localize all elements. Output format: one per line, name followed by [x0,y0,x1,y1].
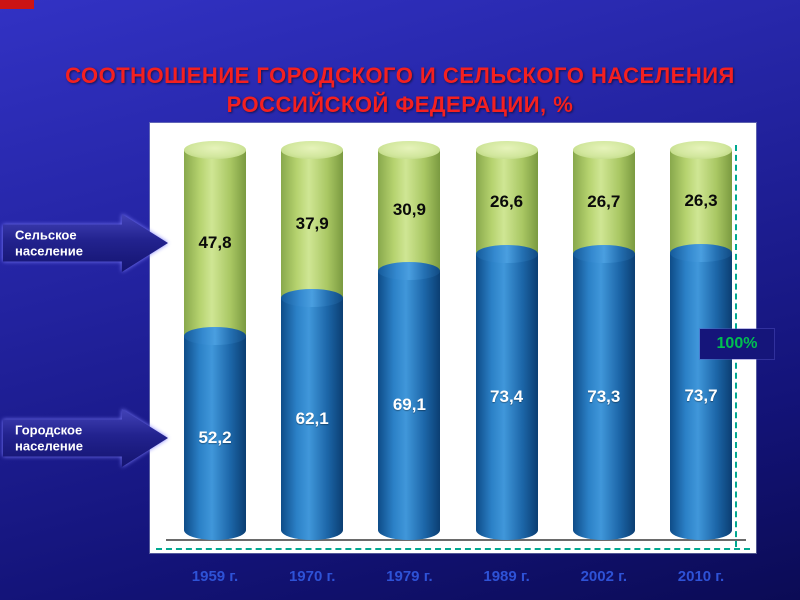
urban-segment: 73,4 [475,244,538,540]
stacked-bar-2: 37,9 62,1 [281,141,344,540]
rural-value-label: 26,7 [587,192,621,212]
cylinder-top-icon [281,141,344,159]
urban-population-label: Городское население [15,422,83,453]
stacked-bar-6: 26,3 73,7 [670,141,732,540]
rural-segment: 37,9 [281,141,344,298]
urban-segment: 73,7 [670,243,732,540]
corner-red-mark [0,0,34,9]
cylinder-boundary-icon [184,327,246,346]
x-axis-label: 1989 г. [483,568,530,585]
urban-value-label: 69,1 [392,395,426,415]
cylinder-boundary-icon [281,288,344,307]
urban-value-label: 73,7 [684,386,718,406]
rural-population-arrow: Сельское население [3,214,168,272]
x-axis-label: 1959 г. [191,568,239,585]
x-axis-label: 2002 г. [580,568,628,585]
stacked-bar-4: 26,6 73,4 [475,141,538,540]
rural-segment: 30,9 [378,141,441,271]
cylinder-top-icon [670,141,732,159]
title-line1: СООТНОШЕНИЕ ГОРОДСКОГО И СЕЛЬСКОГО НАСЕЛ… [65,63,735,88]
x-axis-label: 2010 г. [677,568,725,585]
rural-segment: 26,7 [572,141,635,255]
cylinder-boundary-icon [475,244,538,263]
rural-segment: 26,6 [475,141,538,254]
urban-segment: 73,3 [572,245,635,540]
bars-container: 47,8 52,2 37,9 62,1 30,9 69,1 26,6 73,4 26,7 73,3… [150,123,756,553]
cylinder-top-icon [378,141,441,159]
x-axis-label: 1970 г. [288,568,336,585]
rural-value-label: 30,9 [392,200,426,220]
rural-segment: 26,3 [670,141,732,253]
urban-segment: 62,1 [281,288,344,540]
hundred-percent-label: 100% [700,329,774,359]
stacked-bar-3: 30,9 69,1 [378,141,441,540]
urban-label-line2: население [15,438,83,453]
urban-value-label: 73,4 [490,386,524,406]
urban-value-label: 73,3 [587,387,621,407]
x-axis-labels: 1959 г. 1970 г. 1979 г. 1989 г. 2002 г. 2010 … [150,568,756,592]
stacked-bar-5: 26,7 73,3 [572,141,635,540]
slide-title: СООТНОШЕНИЕ ГОРОДСКОГО И СЕЛЬСКОГО НАСЕЛ… [40,62,760,119]
urban-segment: 52,2 [184,327,246,540]
cylinder-top-icon [184,141,246,159]
rural-segment: 47,8 [184,141,246,337]
rural-value-label: 47,8 [198,233,232,253]
cylinder-boundary-icon [670,243,732,262]
cylinder-top-icon [572,141,635,159]
rural-label-line1: Сельское [15,227,77,243]
title-line2: РОССИЙСКОЙ ФЕДЕРАЦИИ, % [226,91,574,117]
urban-population-arrow: Городское население [3,409,168,467]
cylinder-boundary-icon [378,261,441,280]
urban-segment: 69,1 [378,261,441,540]
stacked-bar-1: 47,8 52,2 [184,141,246,540]
urban-value-label: 52,2 [198,428,232,448]
cylinder-boundary-icon [572,245,635,264]
urban-value-label: 62,1 [295,408,329,428]
x-axis-baseline [166,539,746,541]
chart-panel: 47,8 52,2 37,9 62,1 30,9 69,1 26,6 73,4 26,7 73,3… [150,123,756,553]
rural-value-label: 26,3 [684,191,718,211]
urban-label-line1: Городское [15,422,83,438]
rural-value-label: 37,9 [295,213,329,233]
x-axis-label: 1979 г. [386,568,433,585]
rural-value-label: 26,6 [490,191,524,211]
rural-label-line2: население [15,243,83,258]
cylinder-top-icon [475,141,538,159]
rural-population-label: Сельское население [15,227,83,258]
gridline-bottom [156,548,750,550]
